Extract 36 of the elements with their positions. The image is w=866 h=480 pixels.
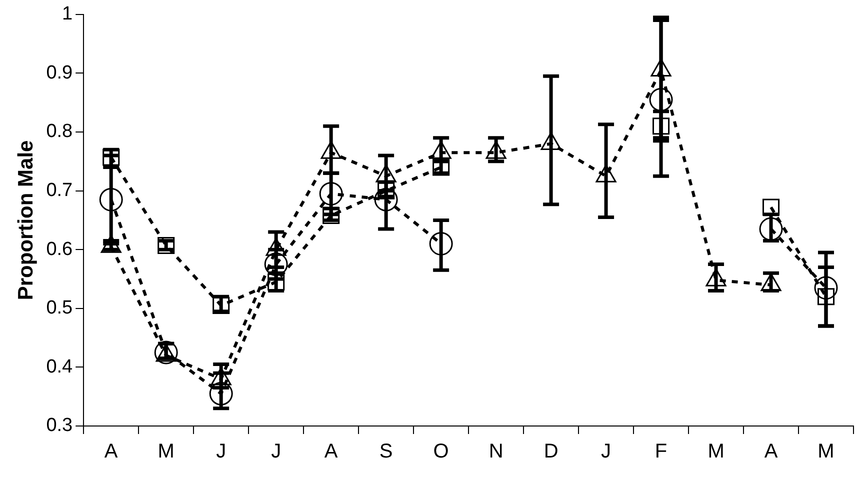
y-tick-label: 1	[62, 4, 73, 25]
point	[158, 236, 175, 254]
x-tick-label: J	[216, 440, 226, 463]
point	[762, 198, 780, 216]
y-tick-label: 0.7	[46, 180, 73, 202]
y-tick-label: 0.5	[46, 298, 73, 319]
x-tick-label: F	[654, 440, 668, 463]
y-tick-label: 0.8	[46, 121, 73, 142]
x-tick-label: J	[601, 440, 612, 463]
x-tick-label: J	[271, 440, 282, 463]
x-tick-label: A	[764, 440, 778, 463]
point	[652, 118, 670, 135]
x-tick-label: D	[544, 440, 558, 463]
point	[99, 188, 123, 212]
x-tick-label: O	[433, 440, 449, 463]
y-tick-label: 0.9	[46, 62, 73, 84]
x-tick-label: A	[104, 440, 118, 463]
point	[209, 382, 233, 406]
x-tick-label: S	[379, 440, 393, 463]
point	[814, 276, 838, 300]
point	[429, 232, 453, 256]
x-tick-label: M	[158, 440, 174, 463]
y-tick-label: 0.3	[46, 415, 73, 436]
x-tick-label: A	[324, 440, 338, 463]
x-tick-label: M	[708, 440, 724, 463]
point	[264, 252, 288, 276]
y-axis-title: Proportion Male	[14, 140, 38, 300]
x-tick-label: N	[488, 440, 504, 463]
point	[759, 217, 783, 241]
y-tick-label: 0.4	[46, 356, 74, 378]
point	[374, 188, 398, 212]
x-tick-label: M	[818, 440, 834, 463]
point	[649, 88, 673, 112]
point	[102, 148, 120, 166]
y-tick-label: 0.6	[46, 238, 73, 260]
point	[319, 182, 343, 206]
